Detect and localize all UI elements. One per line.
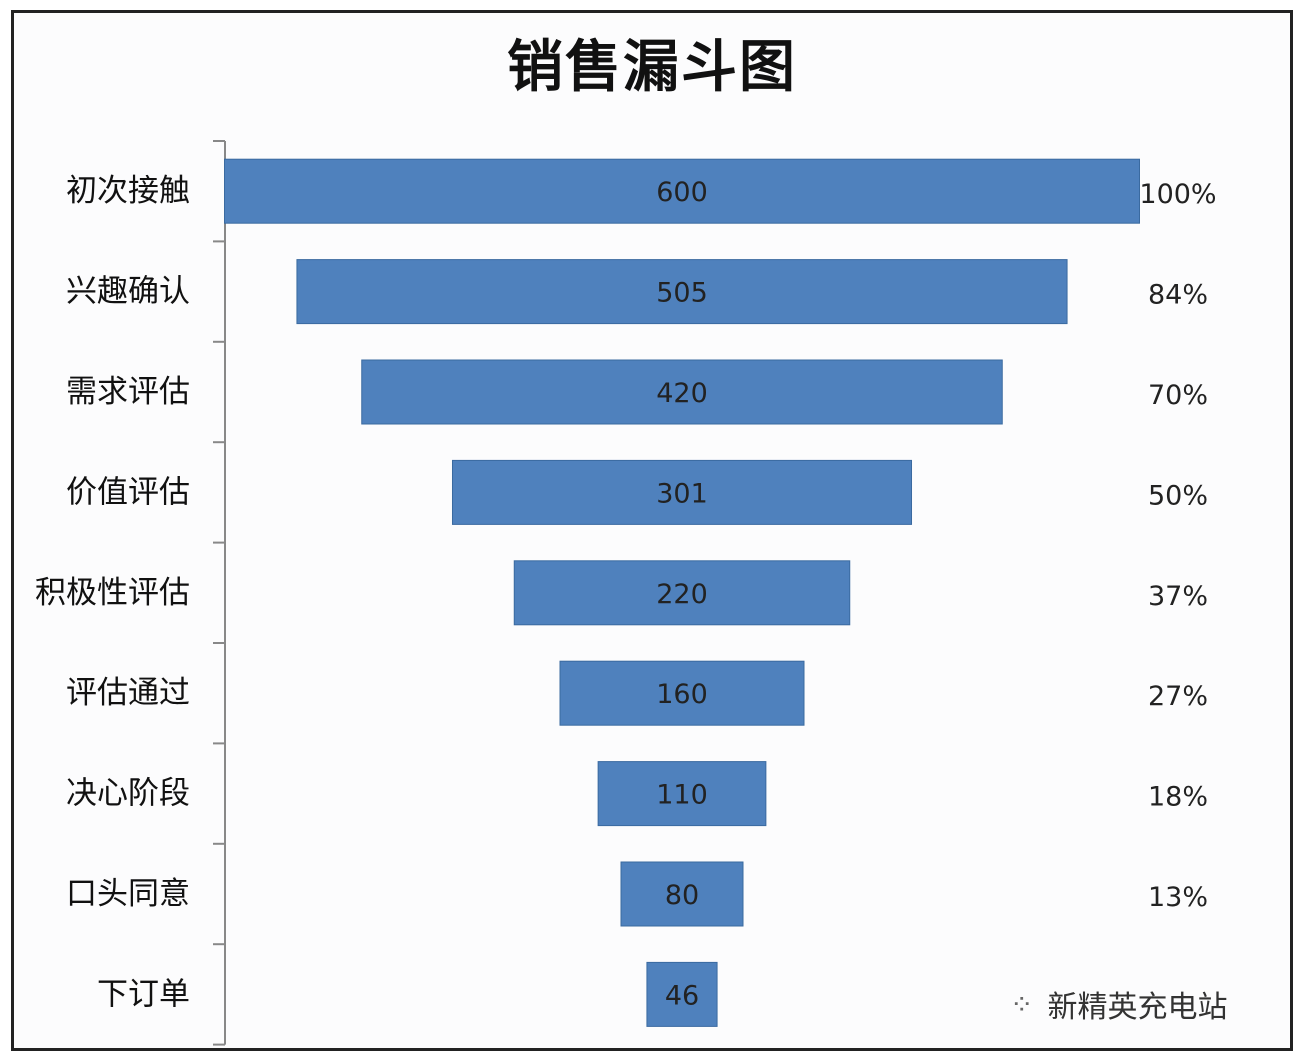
category-label: 价值评估 <box>66 474 190 510</box>
bar-value-label: 420 <box>656 378 708 409</box>
category-label: 下订单 <box>97 976 190 1012</box>
bar-value-label: 600 <box>656 177 708 208</box>
funnel-bar <box>559 660 805 726</box>
percent-label: 70% <box>1148 380 1208 411</box>
category-label: 口头同意 <box>66 876 190 912</box>
category-label: 积极性评估 <box>35 575 190 611</box>
percent-label: 18% <box>1148 782 1208 813</box>
funnel-bar <box>597 761 767 827</box>
percent-label: 50% <box>1148 480 1208 511</box>
bar-value-label: 220 <box>656 579 708 610</box>
percent-label: 13% <box>1148 882 1208 913</box>
category-label: 初次接触 <box>66 173 190 209</box>
percent-label: 37% <box>1148 581 1208 612</box>
funnel-bar <box>224 158 1140 224</box>
watermark-text: 新精英充电站 <box>1047 990 1228 1025</box>
category-label: 需求评估 <box>66 374 190 410</box>
funnel-bar <box>513 560 851 626</box>
funnel-bar <box>646 961 718 1027</box>
bar-value-label: 505 <box>656 278 708 309</box>
percent-label: 100% <box>1139 179 1216 210</box>
funnel-bar <box>620 861 744 927</box>
bar-value-label: 80 <box>665 880 699 911</box>
watermark: ⁘ 新精英充电站 <box>1010 982 1227 1026</box>
funnel-bar <box>361 359 1003 425</box>
bar-value-label: 110 <box>656 780 708 811</box>
category-label: 决心阶段 <box>66 776 190 812</box>
wechat-icon: ⁘ <box>1010 987 1034 1021</box>
percent-label: 84% <box>1148 280 1208 311</box>
category-label: 兴趣确认 <box>66 274 190 310</box>
funnel-bar <box>451 459 913 525</box>
funnel-bar <box>296 259 1068 325</box>
percent-label: 27% <box>1148 681 1208 712</box>
bar-value-label: 160 <box>656 679 708 710</box>
bar-value-label: 301 <box>656 478 708 509</box>
category-label: 评估通过 <box>66 675 190 711</box>
chart-title: 销售漏斗图 <box>507 34 797 100</box>
bar-value-label: 46 <box>665 980 699 1011</box>
